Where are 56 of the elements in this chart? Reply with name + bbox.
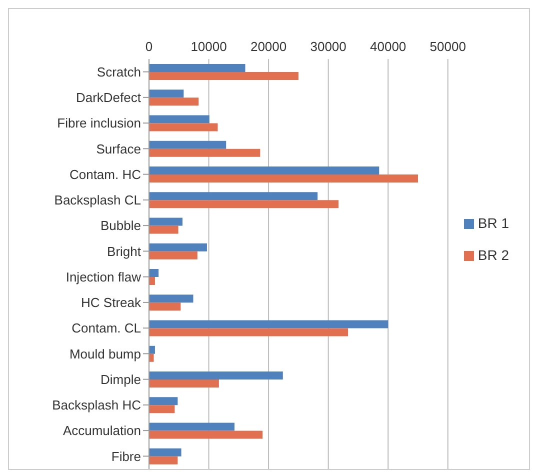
- bar: [149, 243, 207, 252]
- bar: [149, 251, 198, 260]
- y-tick-label: Injection flaw: [66, 269, 142, 284]
- x-tick-label: 0: [145, 39, 153, 54]
- y-tick-label: Bright: [107, 244, 142, 259]
- bar: [149, 140, 226, 149]
- bar: [149, 354, 154, 362]
- y-tick-label: Fibre inclusion: [57, 116, 141, 131]
- bar: [149, 64, 246, 72]
- bar: [149, 98, 199, 106]
- x-tick-label: 50000: [430, 39, 466, 54]
- legend-label: BR 1: [478, 215, 509, 231]
- bar: [149, 90, 184, 98]
- y-tick-label: Fibre: [111, 448, 141, 464]
- legend-label: BR 2: [478, 247, 509, 263]
- bar: [149, 397, 178, 406]
- x-tick-label: 10000: [190, 39, 227, 54]
- bar: [149, 218, 182, 226]
- bar: [149, 302, 181, 311]
- bar: [149, 422, 234, 431]
- y-tick-label: Backsplash HC: [52, 398, 141, 413]
- y-tick-label: Dimple: [100, 372, 141, 387]
- bar: [149, 148, 260, 157]
- y-tick-label: Accumulation: [62, 423, 141, 438]
- y-tick-label: Contam. HC: [69, 166, 141, 182]
- bar: [149, 269, 159, 277]
- bar: [149, 448, 182, 456]
- bar: [149, 174, 418, 182]
- y-tick-label: Scratch: [96, 64, 141, 80]
- y-tick-label: Contam. CL: [72, 320, 141, 336]
- bar: [149, 192, 318, 200]
- bar: [149, 328, 348, 336]
- bar: [149, 72, 298, 80]
- bar: [149, 320, 388, 328]
- bar: [149, 405, 175, 414]
- y-tick-label: DarkDefect: [76, 90, 142, 106]
- y-tick-label: Backsplash CL: [54, 192, 141, 208]
- bar: [149, 430, 263, 439]
- y-tick-label: Bubble: [100, 218, 141, 234]
- bar: [149, 166, 380, 174]
- bar: [149, 200, 338, 208]
- bar: [149, 294, 194, 303]
- x-tick-label: 40000: [370, 39, 406, 54]
- bar: [149, 277, 155, 285]
- y-tick-label: Mould bump: [69, 346, 141, 362]
- y-tick-label: Surface: [96, 141, 141, 156]
- x-tick-label: 30000: [310, 39, 346, 54]
- y-tick-label: HC Streak: [81, 295, 142, 310]
- bar: [149, 346, 155, 354]
- bar: [149, 123, 218, 132]
- bar: [149, 380, 219, 388]
- bar: [149, 456, 178, 464]
- bar: [149, 115, 210, 124]
- bar: [149, 372, 283, 380]
- x-tick-label: 20000: [250, 39, 287, 54]
- bar: [149, 226, 178, 234]
